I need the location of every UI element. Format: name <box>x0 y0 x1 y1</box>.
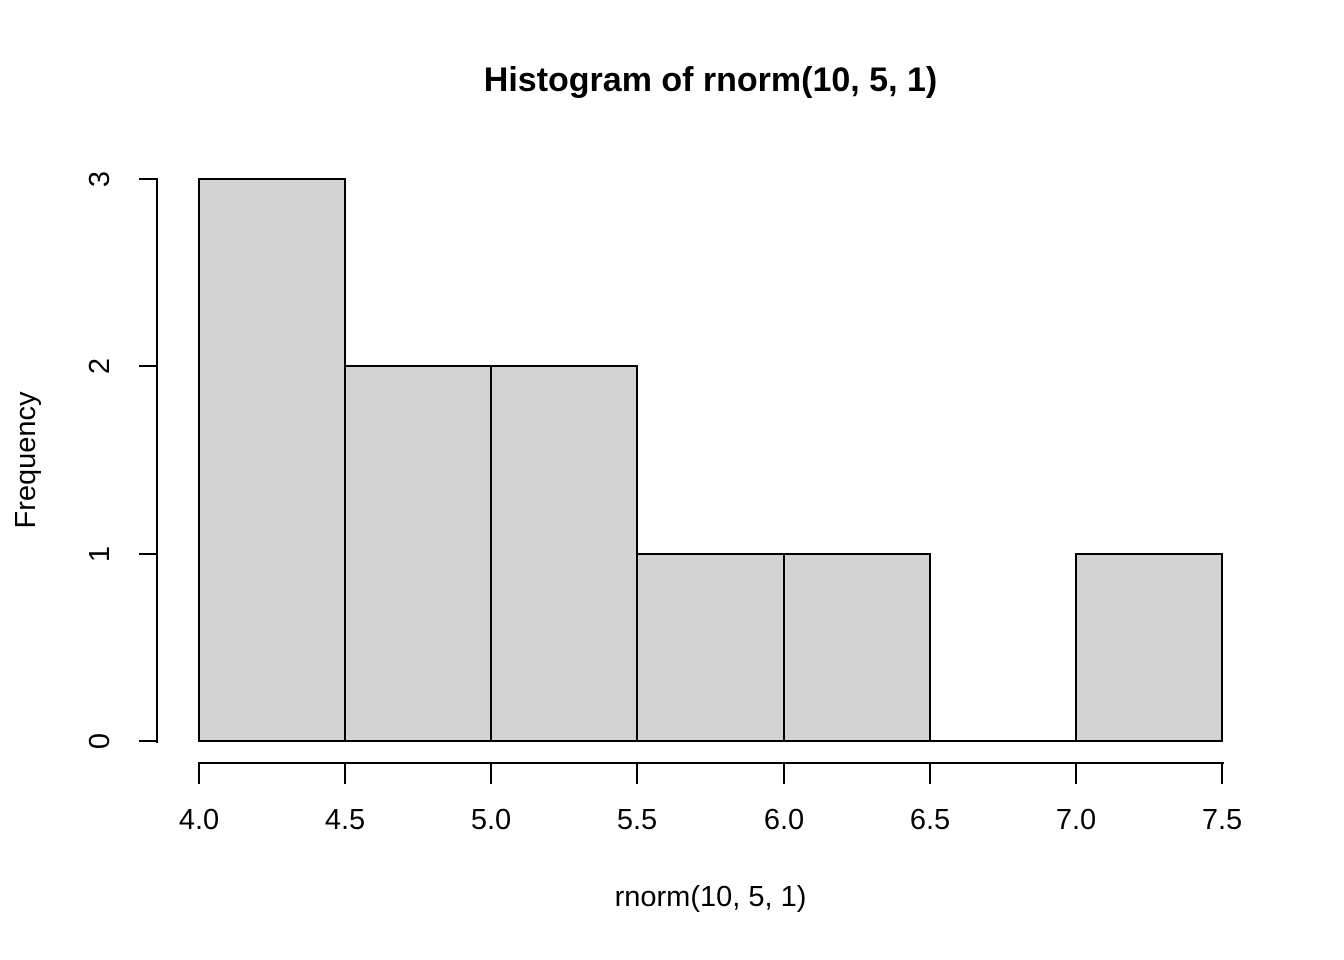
histogram-bar <box>1075 553 1223 742</box>
y-axis-label: Frequency <box>10 391 42 529</box>
y-tick-label: 1 <box>84 545 116 563</box>
y-tick-label: 2 <box>84 357 116 375</box>
x-tick-label: 5.0 <box>470 804 512 836</box>
x-tick-label: 4.0 <box>178 804 220 836</box>
x-tick-label: 6.5 <box>909 804 951 836</box>
y-tick <box>139 553 156 555</box>
x-tick <box>929 764 931 784</box>
chart-title: Histogram of rnorm(10, 5, 1) <box>483 61 938 99</box>
x-tick-label: 7.5 <box>1201 804 1243 836</box>
x-tick <box>198 764 200 784</box>
x-tick <box>783 764 785 784</box>
x-tick-label: 4.5 <box>324 804 366 836</box>
x-tick-label: 7.0 <box>1055 804 1097 836</box>
y-tick-label: 3 <box>84 170 116 188</box>
x-tick <box>636 764 638 784</box>
x-tick <box>1221 764 1223 784</box>
y-tick <box>139 740 156 742</box>
x-axis-line <box>198 762 1224 764</box>
histogram-bar <box>783 553 931 742</box>
y-axis-line <box>156 178 158 743</box>
histogram-bar <box>344 365 492 742</box>
histogram-bar <box>636 553 785 742</box>
histogram-bar <box>198 178 346 742</box>
zero-baseline <box>198 740 1223 742</box>
x-tick <box>344 764 346 784</box>
x-tick <box>490 764 492 784</box>
y-tick-label: 0 <box>84 732 116 750</box>
y-tick <box>139 178 156 180</box>
x-tick-label: 6.0 <box>763 804 805 836</box>
plot-area <box>198 178 1223 742</box>
x-tick-label: 5.5 <box>616 804 658 836</box>
y-tick <box>139 365 156 367</box>
x-axis-label: rnorm(10, 5, 1) <box>614 881 807 913</box>
x-tick <box>1075 764 1077 784</box>
histogram-bar <box>490 365 638 742</box>
